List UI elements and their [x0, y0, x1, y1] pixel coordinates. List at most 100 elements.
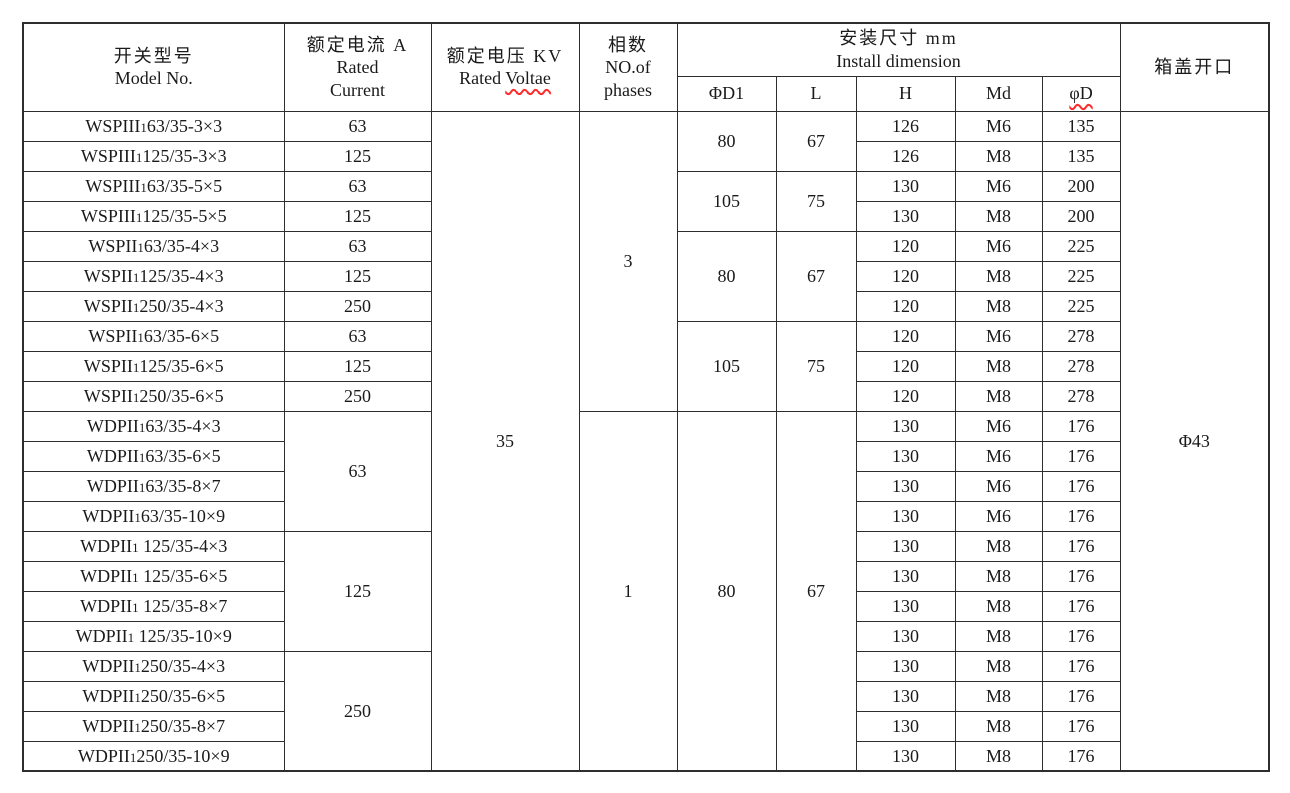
dim-phid-cell: 225 — [1041, 260, 1121, 292]
install-header-zh: 安装尺寸 mm — [839, 28, 958, 49]
model-rest: 125/35-6×5 — [139, 355, 224, 376]
dim-md-cell: M8 — [954, 290, 1043, 322]
model-prefix: WSPII — [83, 295, 133, 316]
model-rest: 125/35-4×3 — [138, 535, 228, 556]
model-prefix: WSPII — [83, 385, 133, 406]
model-rest: 63/35-6×5 — [145, 445, 221, 466]
phases-header-zh: 相数 — [608, 34, 648, 55]
dim-h-cell: 130 — [855, 680, 956, 712]
dim-l-cell: 75 — [775, 320, 857, 412]
model-prefix: WDPII — [80, 595, 133, 616]
cover-opening-cell: Φ43 — [1119, 110, 1270, 772]
dim-h-cell: 130 — [855, 590, 956, 622]
dim-phid-cell: 278 — [1041, 350, 1121, 382]
model-prefix: WSPII — [83, 265, 133, 286]
table-row: WDPII1250/35-8×7 130 M8 176 — [22, 710, 1269, 742]
model-subscript: 1 — [134, 689, 141, 705]
table-row: WSPIII163/35-5×5 63 105 75 130 M6 200 — [22, 170, 1269, 232]
model-cell: WSPII1250/35-4×3 — [22, 290, 285, 322]
model-rest: 63/35-4×3 — [143, 235, 220, 256]
model-cell: WDPII1 125/35-4×3 — [22, 530, 285, 562]
model-prefix: WDPII — [77, 745, 130, 766]
dim-phid-cell: 135 — [1041, 140, 1121, 172]
dim-phid-cell: 176 — [1041, 710, 1121, 742]
dim-phid-cell: 176 — [1041, 680, 1121, 712]
model-rest: 250/35-4×3 — [139, 295, 224, 316]
model-subscript: 1 — [140, 119, 147, 135]
model-header-zh: 开关型号 — [113, 45, 194, 66]
table-row: WDPII1 125/35-10×9 130 M8 176 — [22, 620, 1269, 652]
model-rest: 250/35-8×7 — [140, 715, 226, 736]
model-subscript: 1 — [132, 269, 140, 285]
voltage-header-en-prefix: Rated — [459, 68, 506, 89]
model-subscript: 1 — [132, 299, 140, 315]
model-cell: WSPIII1125/35-5×5 — [22, 200, 285, 232]
table-row: WDPII1250/35-4×3 250 130 M8 176 — [22, 650, 1269, 772]
model-cell: WDPII1250/35-10×9 — [22, 740, 285, 772]
table-row: WSPII1250/35-4×3 250 120 M8 225 — [22, 290, 1269, 322]
model-rest: 125/35-4×3 — [139, 265, 224, 286]
dim-h-cell: 130 — [855, 470, 956, 502]
dim-md-cell: M6 — [954, 170, 1043, 202]
phases-header-en2: phases — [604, 79, 652, 100]
dim-md-cell: M6 — [954, 440, 1043, 472]
dim-md-cell: M8 — [954, 740, 1043, 772]
dim-h-cell: 120 — [855, 320, 956, 352]
dim-md-cell: M8 — [954, 680, 1043, 712]
table-row: WDPII1250/35-10×9 130 M8 176 — [22, 740, 1269, 772]
dim-l-cell: 67 — [775, 230, 857, 322]
model-subscript: 1 — [132, 569, 139, 585]
dim-md-cell: M6 — [954, 470, 1043, 502]
cover-header-zh: 箱盖开口 — [1154, 57, 1235, 77]
dim-md-cell: M8 — [954, 260, 1043, 292]
model-cell: WSPIII163/35-5×5 — [22, 170, 285, 202]
model-prefix: WDPII — [80, 535, 133, 556]
install-header-en: Install dimension — [836, 50, 961, 71]
col-header-md: Md — [954, 75, 1043, 112]
dim-phid-cell: 176 — [1041, 620, 1121, 652]
col-header-phid: φD — [1041, 75, 1121, 112]
dim-md-cell: M8 — [954, 200, 1043, 232]
model-prefix: WDPII — [75, 625, 128, 646]
model-subscript: 1 — [135, 209, 143, 225]
model-subscript: 1 — [132, 539, 139, 555]
model-prefix: WDPII — [86, 445, 139, 466]
header-row-1: 开关型号 Model No. 额定电流 A Rated Current 额定电压… — [22, 22, 1270, 112]
model-cell: WDPII1250/35-8×7 — [22, 710, 285, 742]
dim-md-cell: M8 — [954, 620, 1043, 652]
col-header-d1: ΦD1 — [676, 75, 777, 112]
col-header-phases: 相数 NO.of phases — [578, 22, 678, 112]
model-subscript: 1 — [138, 449, 146, 465]
dim-md-cell: M6 — [954, 320, 1043, 352]
model-subscript: 1 — [137, 329, 144, 345]
voltage-header-en: Rated Voltae — [434, 67, 577, 90]
dim-h-cell: 120 — [855, 260, 956, 292]
dim-h-cell: 130 — [855, 410, 956, 442]
model-rest: 63/35-10×9 — [140, 505, 226, 526]
phases-header-en1: NO.of — [605, 57, 651, 77]
dim-phid-cell: 200 — [1041, 200, 1121, 232]
model-rest: 63/35-4×3 — [145, 415, 221, 436]
table-row: WDPII1250/35-6×5 130 M8 176 — [22, 680, 1269, 712]
model-prefix: WDPII — [86, 475, 139, 496]
model-cell: WDPII1250/35-6×5 — [22, 680, 285, 712]
model-cell: WDPII1 125/35-8×7 — [22, 590, 285, 622]
model-subscript: 1 — [138, 419, 146, 435]
dim-h-cell: 130 — [855, 560, 956, 592]
model-rest: 250/35-6×5 — [139, 385, 224, 406]
model-subscript: 1 — [134, 719, 141, 735]
dim-phid-cell: 135 — [1041, 110, 1121, 142]
model-rest: 250/35-10×9 — [136, 745, 230, 766]
model-cell: WDPII163/35-10×9 — [22, 500, 285, 532]
model-cell: WDPII1 125/35-6×5 — [22, 560, 285, 592]
rated-current-cell: 63 — [283, 170, 432, 202]
model-cell: WSPIII163/35-3×3 — [22, 110, 285, 142]
model-subscript: 1 — [129, 749, 137, 765]
dim-md-cell: M6 — [954, 410, 1043, 442]
model-subscript: 1 — [132, 389, 140, 405]
dim-md-cell: M8 — [954, 710, 1043, 742]
rated-current-cell: 250 — [283, 650, 432, 772]
model-cell: WSPII1250/35-6×5 — [22, 380, 285, 412]
dim-h-cell: 120 — [855, 230, 956, 262]
rated-current-cell: 250 — [283, 290, 432, 322]
